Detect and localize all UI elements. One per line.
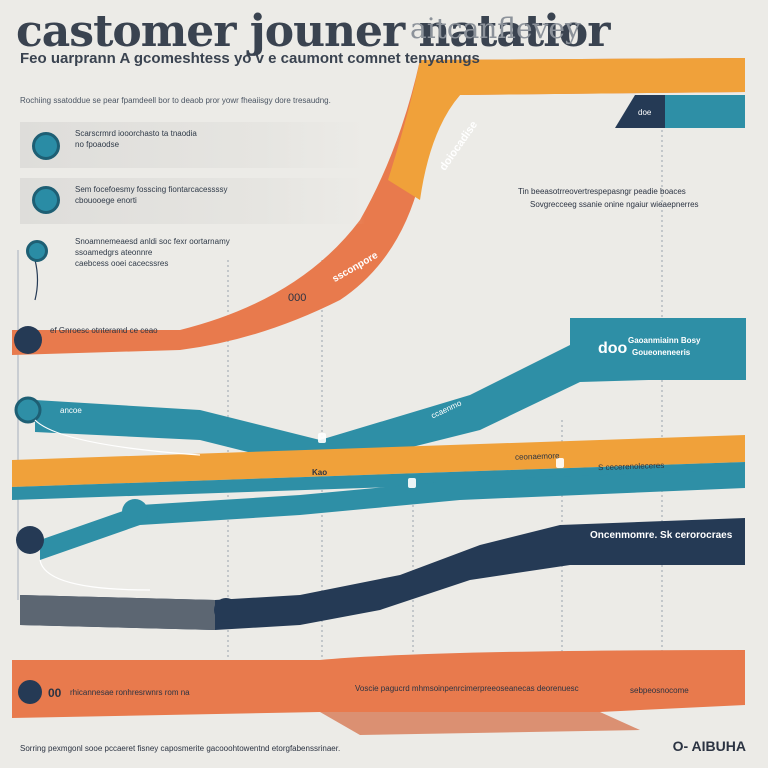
right-note-line-2: Sovgrecceeg ssanie onine ngaiur wieaepne… bbox=[530, 200, 699, 209]
bottom-orange-text-1: rhicannesae ronhresrwnrs rom na bbox=[70, 688, 190, 697]
bottom-orange-ribbon bbox=[12, 650, 745, 718]
user-laptop-icon bbox=[32, 186, 60, 214]
panel-3-line-2: ssoamedgrs ateonnre bbox=[75, 248, 153, 257]
teal-top-line-1: Gaoanmiainn Bosy bbox=[628, 336, 701, 345]
teal-top-line-2: Goueoneneeris bbox=[632, 348, 691, 357]
bottom-orange-text-2: Voscie pagucrd mhmsoinpenrcimerpreeosean… bbox=[355, 684, 579, 693]
title-accent: aitcanflevey bbox=[410, 12, 581, 45]
panel-2-line-2: cbouooege enorti bbox=[75, 196, 137, 205]
stage-nodes bbox=[14, 326, 238, 704]
right-note-line-1: Tin beeasotrreovertrespepasngr peadie bo… bbox=[518, 187, 686, 196]
info-panel-1: Scarscrmrd iooorchasto ta tnaodia no fpo… bbox=[20, 122, 365, 168]
orange-main-ribbon bbox=[12, 58, 745, 355]
orange-ribbon-side-text: ef Gnroesc otnteramd ce ceao bbox=[50, 326, 158, 335]
navy-ribbon-label: Oncenmomre. Sk cerorocraes bbox=[590, 530, 733, 541]
footer-note: Sorring pexmgonl sooe pccaeret fisney ca… bbox=[20, 744, 341, 753]
panel-2-line-1: Sem focefoesmy fosscing fiontarcacessssy bbox=[75, 185, 228, 194]
navy-tab bbox=[615, 95, 665, 128]
yellow-center-label: Kao bbox=[312, 468, 328, 477]
yellow-band bbox=[12, 435, 745, 487]
panel-3-line-3: caebcess ooei cacecssres bbox=[75, 259, 169, 268]
orange-ribbon-tag: 000 bbox=[288, 292, 307, 304]
panel-1-line-2: no fpoaodse bbox=[75, 140, 120, 149]
teal-badge: doo bbox=[598, 340, 628, 357]
phone-support-icon bbox=[26, 240, 48, 262]
subtitle: Feo uarprann A gcomeshtess yo v e caumon… bbox=[20, 50, 480, 67]
brand-logo: O- AIBUHA bbox=[672, 738, 746, 754]
chat-bubble-icon bbox=[32, 132, 60, 160]
panel-3-line-1: Snoamnemeaesd anldi soc fexr oortarnamy bbox=[75, 237, 230, 246]
info-panel-2: Sem focefoesmy fosscing fiontarcacessssy… bbox=[20, 178, 365, 224]
panel-1-line-1: Scarscrmrd iooorchasto ta tnaodia bbox=[75, 129, 197, 138]
intro-text: Rochiing ssatoddue se pear fpamdeell bor… bbox=[20, 96, 331, 105]
bottom-orange-text-3: sebpeosnocome bbox=[630, 686, 689, 695]
info-panel-3: Snoamnemeaesd anldi soc fexr oortarnamy … bbox=[20, 230, 365, 276]
bottom-orange-tag: 00 bbox=[48, 686, 62, 700]
navy-tab-sub: doe bbox=[638, 108, 652, 117]
page-title: castomer jouner natatior bbox=[16, 6, 610, 57]
teal-ribbon bbox=[35, 338, 745, 470]
teal-left-label: ancoe bbox=[60, 406, 82, 415]
yellow-label-1: ceonaemore bbox=[514, 451, 560, 462]
